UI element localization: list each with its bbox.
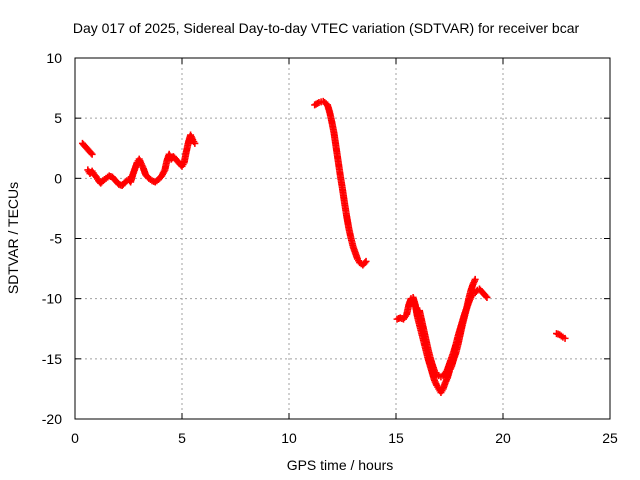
chart-title: Day 017 of 2025, Sidereal Day-to-day VTE… [73,20,580,36]
data-points [78,97,569,397]
x-axis-label: GPS time / hours [287,457,394,473]
x-tick-label: 10 [281,430,297,446]
x-tick-label: 5 [178,430,186,446]
data-point [361,259,369,267]
data-point [191,139,199,147]
x-tick-label: 25 [602,430,618,446]
data-point [471,275,479,283]
x-tick-label: 20 [495,430,511,446]
plot-frame [74,57,611,420]
x-tick-labels: 0 5 10 15 20 25 [71,430,618,446]
y-tick-label: 5 [54,110,62,126]
data-point [561,334,569,342]
y-tick-label: -15 [42,351,62,367]
y-axis-label: SDTVAR / TECUs [5,182,21,294]
x-tick-label: 0 [71,430,79,446]
y-tick-label: 0 [54,170,62,186]
data-point [482,292,490,300]
y-tick-label: 10 [46,50,62,66]
y-tick-label: -5 [50,231,63,247]
data-point [88,150,96,158]
x-tick-label: 15 [388,430,404,446]
data-point [87,149,95,157]
y-tick-label: -10 [42,291,62,307]
y-tick-label: -20 [42,411,62,427]
data-point [362,257,370,265]
grid-lines [75,58,610,419]
y-tick-labels: 10 5 0 -5 -10 -15 -20 [42,50,62,427]
data-point [314,99,322,107]
data-point [483,293,491,301]
